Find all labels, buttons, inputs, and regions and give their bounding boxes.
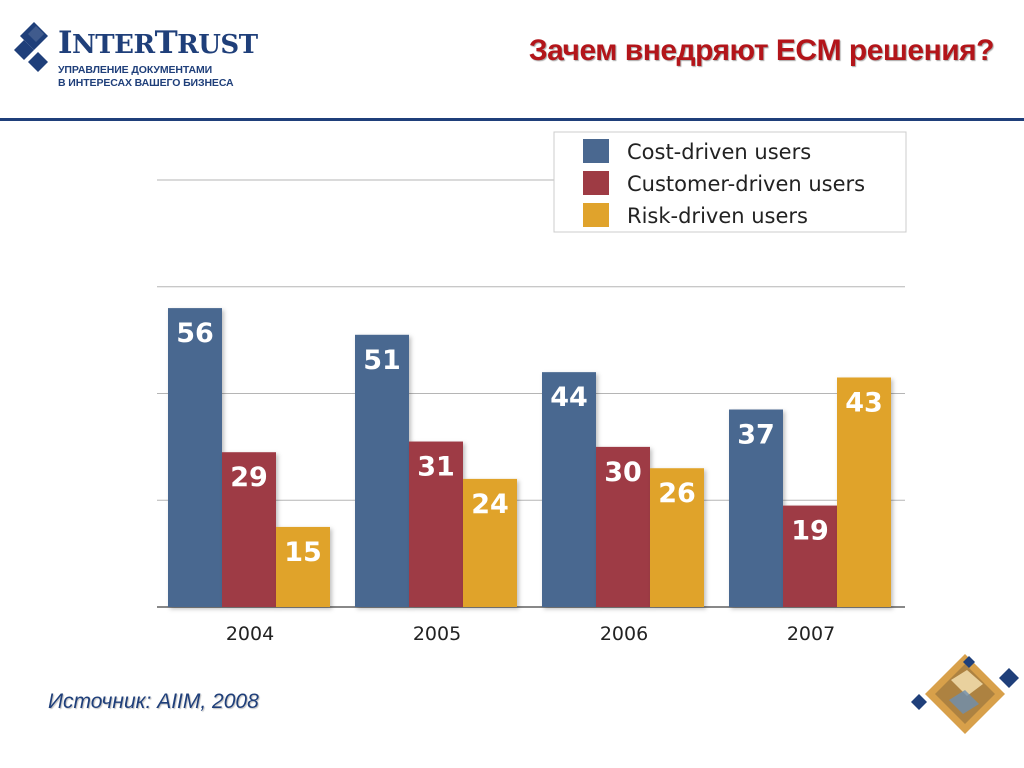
intertrust-diamond-logo-icon: [14, 22, 48, 72]
x-tick-label: 2004: [226, 623, 274, 645]
bar-2007-customer: [783, 505, 837, 607]
legend-swatch: [583, 171, 609, 195]
intertrust-logo: INTERTRUST УПРАВЛЕНИЕ ДОКУМЕНТАМИ В ИНТЕ…: [14, 14, 258, 96]
legend-entry: Customer-driven users: [627, 172, 865, 196]
bar-2007-cost: [729, 409, 783, 607]
source-citation: Источник: AIIM, 2008: [48, 690, 259, 713]
x-tick-label: 2006: [600, 623, 648, 645]
chart-bars: [168, 308, 891, 607]
legend-swatch: [583, 203, 609, 227]
bar-2004-risk: [276, 526, 330, 607]
bar-2004-customer: [222, 452, 276, 607]
logo-wordmark: INTERTRUST: [58, 25, 258, 61]
bar-value-label: 37: [737, 420, 775, 451]
bar-2006-customer: [596, 446, 650, 607]
bar-value-label: 30: [604, 457, 642, 488]
page-title: Зачем внедряют ECM решения?: [528, 34, 995, 67]
bar-value-label: 31: [417, 452, 455, 483]
bar-value-label: 15: [284, 537, 322, 568]
header-divider: [0, 118, 1024, 121]
legend-entry: Risk-driven users: [627, 204, 808, 228]
bar-value-label: 24: [471, 489, 509, 520]
legend-entry: Cost-driven users: [627, 140, 811, 164]
legend-box: [553, 131, 907, 233]
bar-2005-cost: [355, 334, 409, 607]
bar-2006-risk: [650, 468, 704, 607]
bar-value-label: 43: [845, 387, 883, 418]
decorative-diamond-collage-icon: [911, 654, 1019, 734]
bar-2005-risk: [463, 478, 517, 607]
logo-tagline-1: УПРАВЛЕНИЕ ДОКУМЕНТАМИ: [58, 64, 213, 76]
x-tick-label: 2007: [787, 623, 835, 645]
chart-data-labels: 56 29 15 51 31 24 44 30 26 37 19 43: [176, 318, 883, 568]
bar-2007-risk: [837, 377, 891, 607]
legend-swatch: [583, 139, 609, 163]
chart-legend: Cost-driven users Customer-driven users Ri…: [553, 131, 907, 233]
logo-tagline-2: В ИНТЕРЕСАХ ВАШЕГО БИЗНЕСА: [58, 77, 234, 89]
chart-x-tick-labels: 2004 2005 2006 2007: [226, 623, 835, 645]
x-tick-label: 2005: [413, 623, 461, 645]
bar-2006-cost: [542, 372, 596, 607]
bar-value-label: 56: [176, 318, 214, 349]
bar-value-label: 19: [791, 516, 829, 547]
bar-2005-customer: [409, 441, 463, 607]
bar-value-label: 26: [658, 478, 696, 509]
bar-value-label: 51: [363, 345, 401, 376]
bar-value-label: 44: [550, 382, 588, 413]
bar-2004-cost: [168, 308, 222, 607]
bar-value-label: 29: [230, 462, 268, 493]
